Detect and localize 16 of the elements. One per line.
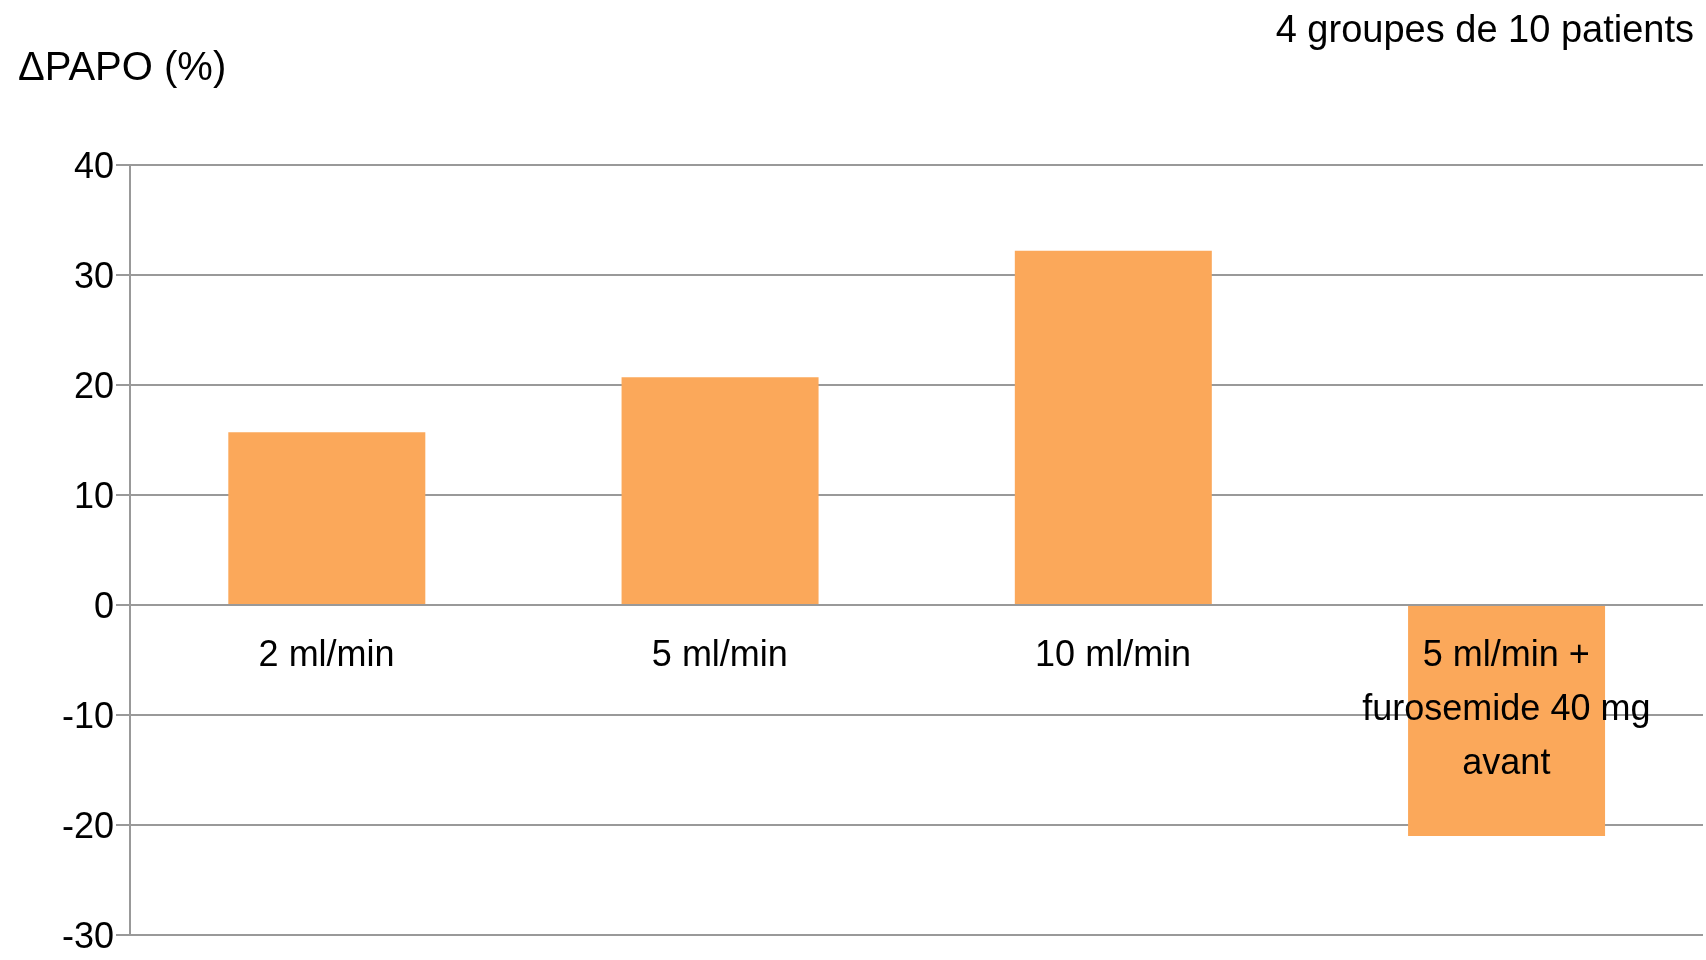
y-tick-label: 30 bbox=[73, 254, 114, 296]
y-tick-label: -30 bbox=[61, 914, 114, 956]
y-tick-label: 0 bbox=[93, 584, 114, 626]
bar bbox=[228, 432, 426, 605]
y-tick-label: 40 bbox=[73, 144, 114, 186]
x-tick-label: 5 ml/min bbox=[651, 632, 788, 674]
y-tick-label: 10 bbox=[73, 474, 114, 516]
bar bbox=[1014, 250, 1212, 605]
y-axis-title: ΔPAPO (%) bbox=[18, 44, 227, 89]
y-tick-label: -20 bbox=[61, 804, 114, 846]
y-tick-label: -10 bbox=[61, 694, 114, 736]
text: 4 groupes de 10 patients bbox=[1275, 8, 1694, 51]
x-tick-label: 10 ml/min bbox=[1035, 632, 1192, 674]
y-tick-label: 20 bbox=[73, 364, 114, 406]
x-tick-label: 2 ml/min bbox=[258, 632, 395, 674]
bar bbox=[621, 377, 819, 605]
